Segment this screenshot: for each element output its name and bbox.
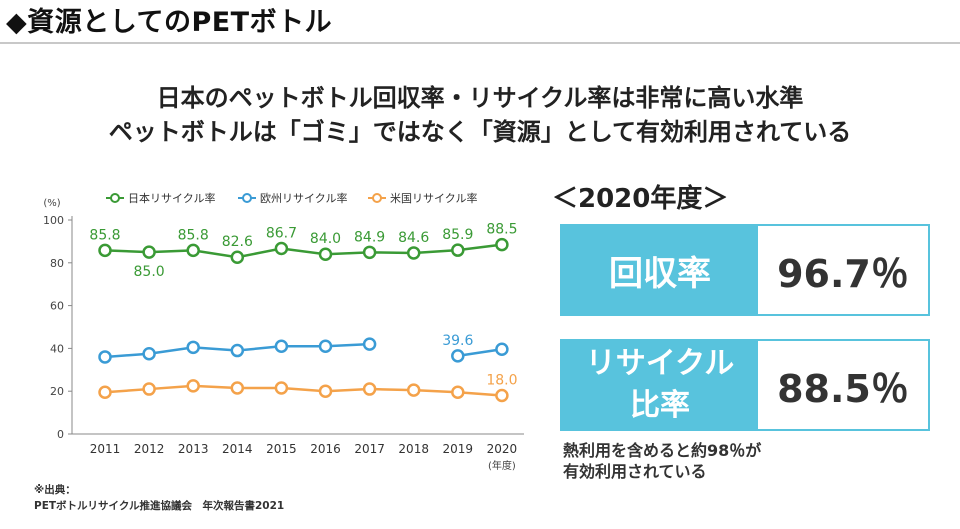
title-divider — [0, 42, 960, 44]
data-label: 82.6 — [222, 234, 253, 250]
note-line-1: 熱利用を含めると約98％が — [563, 441, 762, 460]
x-tick-label: 2015 — [266, 442, 297, 456]
series-line-0 — [104, 243, 503, 259]
recovery-rate-label: 回収率 — [562, 226, 758, 314]
source-line-2: PETボトルリサイクル推進協議会 年次報告書2021 — [34, 500, 285, 512]
y-tick-label: 60 — [50, 300, 64, 313]
recycling-ratio-label-line2: 比率 — [630, 388, 690, 423]
data-point — [186, 340, 200, 355]
data-label: 84.6 — [398, 230, 429, 246]
recovery-rate-value: 96.7％ — [777, 251, 909, 296]
data-label: 84.0 — [310, 231, 341, 247]
y-tick-label: 20 — [50, 385, 64, 398]
x-tick-label: 2012 — [134, 442, 165, 456]
data-label: 85.8 — [89, 227, 120, 243]
data-point — [230, 381, 245, 395]
recycling-ratio-value: 88.5％ — [777, 366, 909, 411]
data-point — [230, 250, 245, 264]
data-label: 85.8 — [178, 227, 209, 243]
recovery-rate-box: 回収率 96.7％ — [560, 224, 930, 316]
data-label: 85.0 — [134, 264, 165, 280]
data-point — [451, 243, 465, 257]
data-point — [495, 388, 509, 403]
data-point — [362, 245, 377, 260]
legend-swatch-marker — [242, 193, 252, 203]
source-line-1: ※出典： — [34, 484, 76, 496]
note-line-2: 有効利用されている — [563, 462, 707, 481]
data-point — [406, 383, 421, 397]
data-point — [142, 245, 156, 259]
data-point — [186, 379, 200, 393]
series-line-2 — [104, 384, 502, 397]
data-point — [362, 337, 377, 351]
data-point — [451, 349, 465, 363]
x-unit-label: (年度) — [488, 459, 516, 472]
headline-line-2: ペットボトルは「ゴミ」ではなく「資源」として有効利用されている — [108, 118, 852, 146]
y-tick-label: 80 — [50, 257, 64, 270]
data-point — [318, 247, 333, 261]
legend-label: 欧州リサイクル率 — [260, 191, 347, 205]
data-point — [362, 382, 377, 396]
recycling-ratio-label: リサイクル 比率 — [562, 341, 758, 429]
data-point — [98, 243, 112, 258]
legend-swatch-marker — [372, 193, 382, 203]
data-point — [318, 339, 333, 354]
legend-label: 日本リサイクル率 — [128, 191, 215, 205]
data-label: 88.5 — [486, 222, 517, 238]
thermal-use-note: 熱利用を含めると約98％が 有効利用されている — [563, 440, 761, 482]
legend-swatch-marker — [110, 193, 120, 203]
data-point — [495, 342, 509, 357]
x-tick-label: 2011 — [90, 442, 121, 456]
y-unit-label: (%) — [43, 198, 60, 209]
x-tick-label: 2014 — [222, 442, 253, 456]
data-label: 39.6 — [442, 333, 473, 349]
data-point — [318, 384, 333, 398]
data-point — [274, 241, 289, 256]
period-label: ＜2020年度＞ — [552, 184, 729, 214]
x-tick-label: 2018 — [398, 442, 429, 456]
y-tick-label: 100 — [43, 214, 64, 227]
data-point — [98, 350, 112, 364]
x-tick-label: 2016 — [310, 442, 341, 456]
data-point — [406, 246, 421, 260]
data-point — [142, 382, 156, 396]
data-label: 86.7 — [266, 225, 297, 241]
legend-label: 米国リサイクル率 — [390, 191, 477, 205]
data-point — [451, 385, 465, 400]
data-point — [98, 385, 112, 400]
data-point — [274, 339, 289, 354]
data-point — [495, 237, 509, 252]
y-tick-label: 0 — [57, 428, 64, 441]
data-label: 85.9 — [442, 227, 473, 243]
y-tick-label: 40 — [50, 342, 64, 355]
data-point — [230, 343, 245, 358]
recycling-rate-line-chart: 0 20 40 60 80 100 (%) 2011 2012 2013 2014 2015 2016 2… — [43, 191, 524, 472]
data-point — [186, 243, 200, 258]
source-citation: ※出典： PETボトルリサイクル推進協議会 年次報告書2021 — [34, 482, 284, 514]
x-tick-label: 2013 — [178, 442, 209, 456]
slide-title: ◆資源としてのPETボトル — [6, 7, 333, 38]
x-tick-label: 2017 — [354, 442, 385, 456]
headline-line-1: 日本のペットボトル回収率・リサイクル率は非常に高い水準 — [156, 84, 804, 112]
data-label: 18.0 — [486, 372, 517, 388]
x-tick-label: 2019 — [443, 442, 474, 456]
series-line-1 — [457, 348, 503, 358]
x-tick-label: 2020 — [487, 442, 518, 456]
data-label: 84.9 — [354, 229, 385, 245]
data-point — [142, 347, 156, 361]
data-point — [274, 381, 289, 395]
recycling-ratio-label-line1: リサイクル — [585, 346, 735, 381]
recycling-ratio-box: リサイクル 比率 88.5％ — [560, 339, 930, 431]
